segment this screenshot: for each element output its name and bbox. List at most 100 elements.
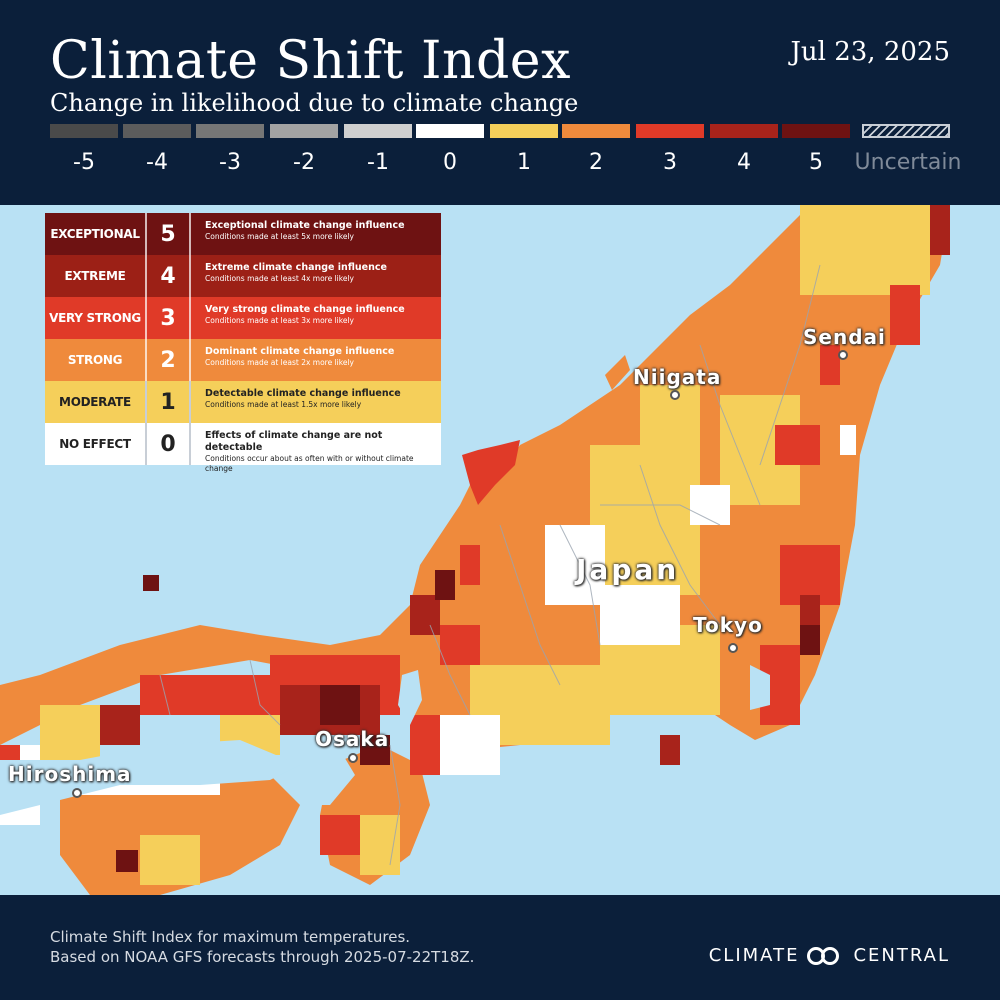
page-title: Climate Shift Index [50,31,571,91]
legend-description: Effects of climate change are not detect… [205,430,435,474]
legend-desc-title: Exceptional climate change influence [205,220,405,231]
scale-swatch [416,124,484,138]
osaka-bay [300,750,355,805]
legend-desc-title: Extreme climate change influence [205,262,387,273]
legend-category: VERY STRONG [49,311,141,325]
footer: Climate Shift Index for maximum temperat… [0,895,1000,1000]
scale-item-minus1: -1 [344,124,412,184]
legend-desc-detail: Conditions made at least 4x more likely [205,274,354,283]
oki-island [143,575,159,591]
legend-description: Exceptional climate change influence Con… [205,220,435,242]
scale-label: -5 [73,150,95,175]
scale-label: 3 [663,150,677,175]
scale-swatch [710,124,778,138]
map-legend: EXCEPTIONAL 5 Exceptional climate change… [45,213,441,473]
city-label-tokyo: Tokyo [693,613,763,637]
scale-swatch [123,124,191,138]
brand-logo[interactable]: CLIMATE CENTRAL [709,945,950,966]
legend-level: 5 [145,213,191,255]
legend-desc-detail: Conditions made at least 3x more likely [205,316,354,325]
legend-desc-detail: Conditions made at least 2x more likely [205,358,354,367]
scale-swatch [490,124,558,138]
legend-level: 4 [145,255,191,297]
honshu-landmass [0,205,950,750]
scale-item-minus2: -2 [270,124,338,184]
legend-row-extreme: EXTREME 4 Extreme climate change influen… [45,255,441,297]
tokyo-bay [750,665,770,710]
scale-swatch [562,124,630,138]
scale-swatch [196,124,264,138]
legend-desc-detail: Conditions made at least 1.5x more likel… [205,400,362,409]
legend-description: Extreme climate change influence Conditi… [205,262,435,284]
legend-description: Dominant climate change influence Condit… [205,346,435,368]
scale-swatch [636,124,704,138]
brand-name-left: CLIMATE [708,945,800,966]
scale-item-minus4: -4 [123,124,191,184]
scale-label: -4 [146,150,168,175]
scale-label: -3 [219,150,241,175]
scale-label: 4 [737,150,751,175]
city-marker-tokyo[interactable] [728,643,738,653]
lake-biwa [398,670,422,725]
scale-item-0: 0 [416,124,484,184]
legend-category: MODERATE [59,395,131,409]
country-label-japan: Japan [576,553,680,586]
scale-swatch [50,124,118,138]
map-canvas [0,205,950,895]
exceptional-cells [116,570,820,872]
scale-label: 5 [809,150,823,175]
noto-peninsula [462,440,520,505]
city-label-niigata: Niigata [633,365,722,389]
legend-level: 0 [145,423,191,465]
forecast-date: Jul 23, 2025 [790,37,950,67]
legend-row-exceptional: EXCEPTIONAL 5 Exceptional climate change… [45,213,441,255]
moderate-cells [40,205,930,885]
city-label-sendai: Sendai [803,325,886,349]
legend-level: 1 [145,381,191,423]
legend-row-no-effect: NO EFFECT 0 Effects of climate change ar… [45,423,441,473]
legend-description: Very strong climate change influence Con… [205,304,435,326]
scale-swatch [782,124,850,138]
scale-item-5: 5 [782,124,850,184]
legend-category: STRONG [67,353,123,367]
footer-note-line2: Based on NOAA GFS forecasts through 2025… [50,948,475,966]
legend-level: 2 [145,339,191,381]
legend-category: EXCEPTIONAL [50,227,140,241]
city-label-hiroshima: Hiroshima [8,762,132,786]
scale-item-uncertain: Uncertain [855,124,961,184]
legend-row-moderate: MODERATE 1 Detectable climate change inf… [45,381,441,423]
legend-desc-detail: Conditions occur about as often with or … [205,454,414,473]
legend-desc-detail: Conditions made at least 5x more likely [205,232,354,241]
scale-item-minus5: -5 [50,124,118,184]
city-marker-niigata[interactable] [670,390,680,400]
legend-desc-title: Detectable climate change influence [205,388,401,399]
header: Climate Shift Index Change in likelihood… [0,0,1000,205]
scale-label: 2 [589,150,603,175]
city-marker-sendai[interactable] [838,350,848,360]
two-circles-logo-icon [807,946,845,966]
sado-island [605,355,630,390]
legend-desc-title: Dominant climate change influence [205,346,395,357]
page-subtitle: Change in likelihood due to climate chan… [50,89,579,117]
color-scale: -5 -4 -3 -2 -1 0 1 2 [50,124,961,184]
city-marker-osaka[interactable] [348,753,358,763]
scale-item-2: 2 [562,124,630,184]
scale-item-1: 1 [490,124,558,184]
scale-label: -2 [293,150,315,175]
scale-label: 0 [443,150,457,175]
legend-category: EXTREME [64,269,126,283]
prefecture-borders [159,264,821,866]
legend-row-strong: STRONG 2 Dominant climate change influen… [45,339,441,381]
footer-note-line1: Climate Shift Index for maximum temperat… [50,928,411,946]
scale-item-3: 3 [636,124,704,184]
legend-description: Detectable climate change influence Cond… [205,388,435,410]
scale-label: -1 [367,150,389,175]
hatch-icon [862,124,950,138]
legend-category: NO EFFECT [59,437,131,451]
map[interactable]: Sendai Niigata Japan Tokyo Osaka Hiroshi… [0,205,1000,895]
brand-name-right: CENTRAL [853,945,950,966]
scale-item-4: 4 [710,124,778,184]
scale-swatch [344,124,412,138]
city-marker-hiroshima[interactable] [72,788,82,798]
legend-level: 3 [145,297,191,339]
